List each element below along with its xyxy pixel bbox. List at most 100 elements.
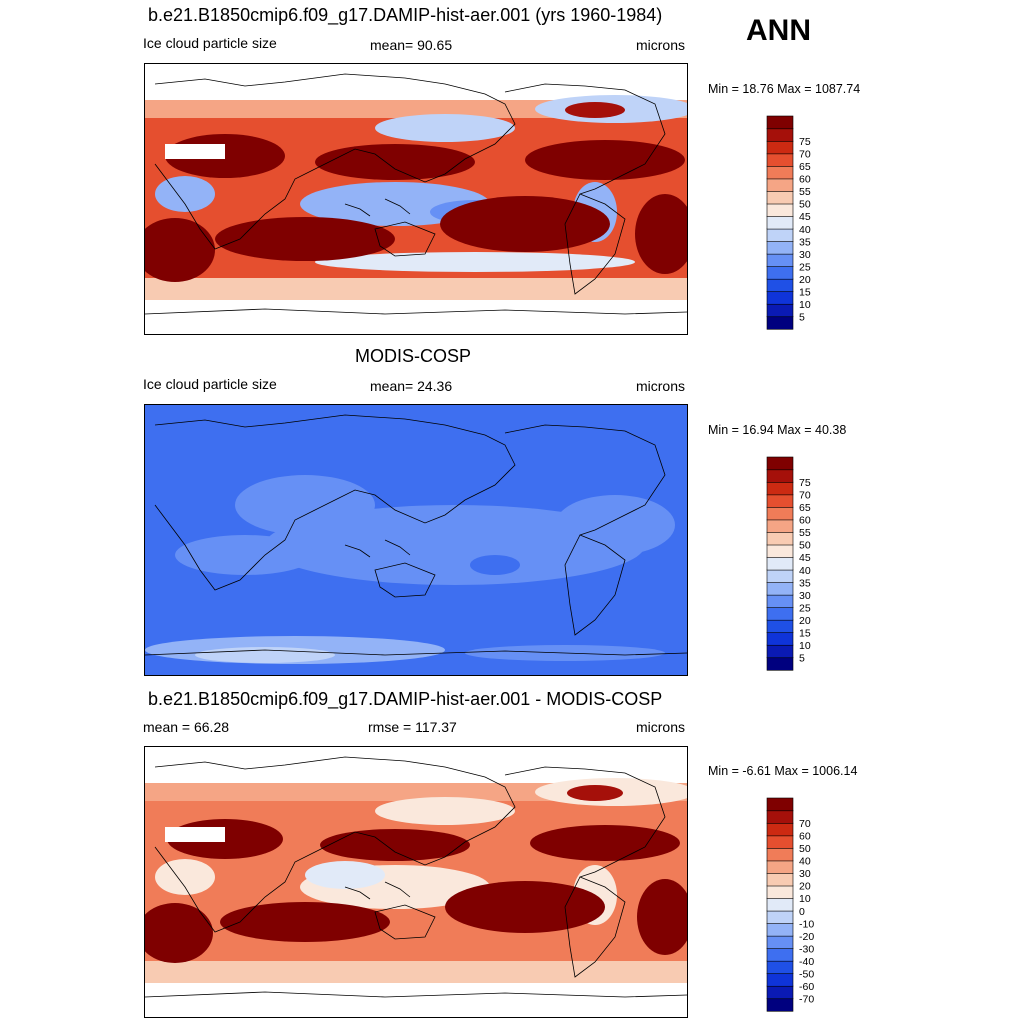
panel-1-title: b.e21.B1850cmip6.f09_g17.DAMIP-hist-aer.… (148, 5, 663, 25)
panel-1-variable-label: Ice cloud particle size (143, 35, 277, 51)
colorbar-tick-label: 5 (799, 311, 805, 323)
colorbar-swatch (766, 948, 794, 962)
colorbar-tick-label: 20 (799, 615, 811, 627)
panel-2-contours (145, 475, 675, 664)
colorbar-swatch (766, 581, 794, 596)
colorbar-swatch (766, 998, 794, 1012)
colorbar-swatch (766, 253, 794, 267)
colorbar-tick-label: 55 (799, 527, 811, 539)
panel-1-units-label: microns (636, 37, 686, 53)
colorbar-swatch (766, 897, 794, 912)
panel-2-map (144, 404, 688, 676)
colorbar-swatch (766, 128, 794, 142)
colorbar-tick-label: 15 (799, 627, 811, 639)
colorbar-tick-label: 10 (799, 640, 811, 652)
colorbar-swatch (766, 632, 794, 646)
colorbar-swatch (766, 847, 794, 862)
panel-3-minmax: Min = -6.61 Max = 1006.14 (708, 764, 858, 778)
panel-2-colorbar: 5 10 15 20 25 30 35 40 45 50 55 60 65 70 75 (766, 456, 846, 677)
colorbar-tick-label: 5 (799, 652, 805, 664)
panel-3-colorbar: -70 -60 -50 -40 -30 -20 -10 0 10 20 30 40 50 60 70 (766, 797, 846, 1018)
colorbar-tick-label: 75 (799, 477, 811, 489)
colorbar-swatch (766, 544, 794, 558)
colorbar-tick-label: 15 (799, 286, 811, 298)
colorbar-swatch (766, 822, 794, 837)
colorbar-tick-label: 75 (799, 136, 811, 148)
colorbar-swatch (766, 556, 794, 571)
colorbar-tick-label: 40 (799, 224, 811, 236)
colorbar-tick-label: 20 (799, 274, 811, 286)
colorbar-swatch (766, 190, 794, 205)
panel-3-units-label: microns (636, 719, 686, 735)
colorbar-tick-label: 50 (799, 540, 811, 552)
colorbar-swatch (766, 531, 794, 546)
colorbar-tick-label: 30 (799, 590, 811, 602)
colorbar-tick-label: -10 (799, 918, 814, 930)
colorbar-swatch (766, 278, 794, 293)
colorbar-tick-label: 70 (799, 490, 811, 502)
panel-2-coastlines (145, 414, 687, 656)
panel-3-coastlines (145, 756, 687, 998)
colorbar-tick-label: 60 (799, 174, 811, 186)
colorbar-swatch (766, 115, 794, 130)
panel-1-field (145, 64, 687, 334)
colorbar-swatch (766, 469, 794, 483)
colorbar-swatch (766, 203, 794, 217)
colorbar-tick-label: 45 (799, 211, 811, 223)
colorbar-tick-label: 35 (799, 577, 811, 589)
colorbar-swatch (766, 165, 794, 180)
panel-1-coastlines (145, 73, 687, 315)
colorbar-swatch (766, 215, 794, 230)
colorbar-swatch (766, 885, 794, 899)
colorbar-swatch (766, 456, 794, 471)
colorbar-tick-label: 60 (799, 831, 811, 843)
colorbar-tick-label: 50 (799, 199, 811, 211)
colorbar-tick-label: 40 (799, 565, 811, 577)
panel-1-colorbar: 5 10 15 20 25 30 35 40 45 50 55 60 65 70 75 (766, 115, 846, 336)
colorbar-swatch (766, 810, 794, 824)
colorbar-swatch (766, 481, 794, 496)
colorbar-tick-label: 55 (799, 186, 811, 198)
colorbar-swatch (766, 835, 794, 849)
panel-1-contours (145, 95, 687, 300)
colorbar-tick-label: 70 (799, 149, 811, 161)
colorbar-tick-label: -40 (799, 956, 814, 968)
colorbar-swatch (766, 316, 794, 330)
colorbar-tick-label: 25 (799, 602, 811, 614)
colorbar-swatch (766, 973, 794, 987)
panel-3-title: b.e21.B1850cmip6.f09_g17.DAMIP-hist-aer.… (148, 689, 663, 709)
colorbar-swatch (766, 506, 794, 521)
colorbar-tick-label: 20 (799, 881, 811, 893)
colorbar-swatch (766, 266, 794, 280)
colorbar-tick-label: -70 (799, 993, 814, 1005)
colorbar-tick-label: 70 (799, 818, 811, 830)
colorbar-swatch (766, 569, 794, 583)
colorbar-tick-label: 30 (799, 249, 811, 261)
colorbar-tick-label: -20 (799, 931, 814, 943)
colorbar-swatch (766, 140, 794, 155)
colorbar-swatch (766, 922, 794, 937)
colorbar-tick-label: 65 (799, 502, 811, 514)
colorbar-swatch (766, 240, 794, 255)
panel-2-units-label: microns (636, 378, 686, 394)
panel-3-mean-label: mean = 66.28 (143, 719, 230, 735)
colorbar-swatch (766, 910, 794, 924)
colorbar-tick-label: 60 (799, 515, 811, 527)
colorbar-swatch (766, 291, 794, 305)
panel-2-title: MODIS-COSP (355, 346, 472, 366)
colorbar-tick-label: 0 (799, 906, 805, 918)
colorbar-swatch (766, 228, 794, 242)
colorbar-swatch (766, 607, 794, 621)
colorbar-tick-label: 25 (799, 261, 811, 273)
panel-3-contours (145, 778, 687, 983)
panel-3-map (144, 746, 688, 1018)
panel-2-mean-label: mean= 24.36 (370, 378, 453, 394)
panel-3-field (145, 747, 687, 1017)
season-label: ANN (746, 14, 811, 47)
colorbar-swatch (766, 303, 794, 318)
colorbar-swatch (766, 935, 794, 949)
colorbar-tick-label: 40 (799, 856, 811, 868)
colorbar-swatch (766, 619, 794, 634)
